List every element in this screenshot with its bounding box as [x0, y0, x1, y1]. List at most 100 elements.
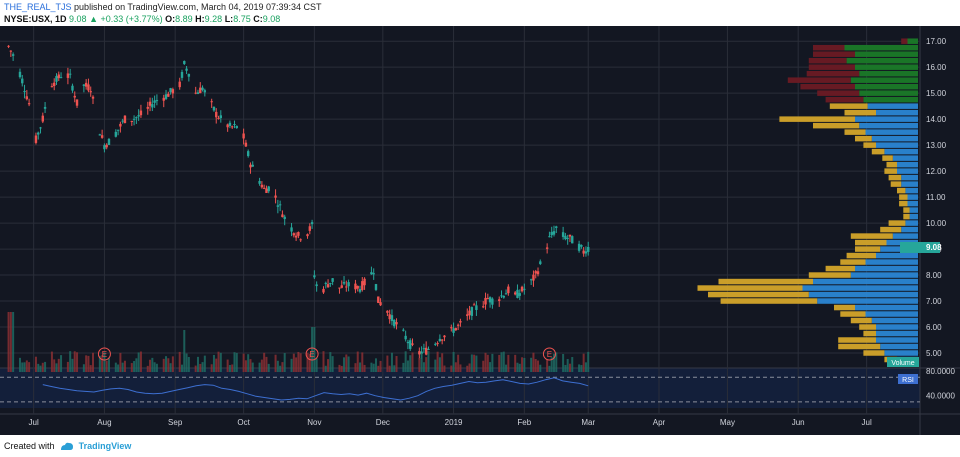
volume-profile-down-bar [708, 291, 809, 298]
volume-bar [114, 362, 117, 372]
candle-body [561, 232, 565, 237]
volume-bar [457, 354, 460, 372]
volume-bar [66, 361, 69, 372]
x-tick-label: 2019 [445, 418, 463, 427]
volume-profile-down-bar [813, 44, 845, 51]
volume-bar [212, 354, 215, 372]
volume-profile-up-bar [909, 207, 918, 213]
volume-profile-up-bar [859, 90, 918, 96]
candle-body [180, 71, 184, 78]
candle-body [539, 261, 542, 265]
candle-body [75, 99, 79, 106]
earnings-marker-icon[interactable] [542, 347, 556, 361]
volume-profile-down-bar [806, 70, 860, 77]
candle-body [577, 243, 581, 251]
volume-bar [539, 364, 542, 372]
volume-bar [260, 359, 263, 372]
volume-profile-up-bar [907, 194, 918, 200]
earnings-marker-icon[interactable] [97, 347, 111, 361]
candle-body [370, 272, 373, 275]
candle-body [87, 84, 90, 91]
candle-body [388, 314, 391, 320]
volume-bar [87, 355, 90, 372]
volume-profile-down-bar [813, 51, 855, 57]
volume-bar [537, 360, 540, 372]
candle-body [313, 275, 316, 278]
candle-body [148, 101, 152, 106]
volume-bar [37, 363, 40, 372]
candle-body [278, 204, 282, 206]
created-with-text: Created with [4, 441, 55, 451]
volume-bar [315, 358, 318, 372]
candle-body [162, 97, 165, 101]
volume-profile-down-bar [903, 213, 910, 220]
volume-bar [377, 365, 380, 372]
candle-body [53, 82, 56, 87]
rsi-tick-label: 40.0000 [926, 392, 955, 401]
volume-bar [370, 362, 373, 372]
volume-bar [92, 352, 95, 372]
candle-body [520, 286, 524, 292]
volume-bar [107, 358, 110, 372]
volume-bar [418, 357, 421, 372]
volume-bar [468, 363, 471, 372]
candle-body [246, 151, 250, 157]
candle-body [386, 310, 389, 313]
volume-profile-down-bar [897, 187, 906, 194]
volume-profile-down-bar [850, 317, 872, 324]
volume-bar [425, 357, 428, 372]
volume-bar [441, 353, 444, 372]
candle-body [249, 164, 252, 168]
volume-bar [181, 364, 184, 372]
x-tick-label: Jul [862, 418, 872, 427]
candle-body [130, 120, 133, 123]
volume-profile-up-bar [901, 174, 918, 181]
volume-profile-down-bar [840, 259, 866, 265]
candle-body [294, 235, 298, 238]
candle-body [171, 89, 175, 94]
candle-body [242, 133, 245, 139]
volume-bar [57, 358, 60, 372]
volume-bar [105, 360, 108, 372]
volume-bar [452, 351, 455, 372]
earnings-marker-icon[interactable] [305, 347, 319, 361]
volume-bar [379, 360, 382, 372]
candle-body [404, 335, 407, 340]
volume-bar [386, 355, 389, 372]
candle-body [374, 284, 378, 290]
high-label: H: [195, 14, 205, 24]
volume-bar [354, 363, 357, 372]
x-tick-label: Apr [653, 418, 666, 427]
volume-profile-up-bar [905, 220, 918, 226]
candle-body [502, 295, 505, 298]
volume-bar [130, 363, 133, 372]
candle-body [146, 106, 149, 109]
author-link[interactable]: THE_REAL_TJS [4, 2, 72, 12]
volume-bar [409, 355, 412, 372]
volume-bar [516, 362, 519, 372]
volume-bar [347, 356, 350, 372]
candle-body [91, 96, 95, 99]
volume-profile-up-bar [884, 148, 918, 155]
low-label: L: [224, 14, 234, 24]
candle-body [409, 340, 412, 349]
volume-bar [171, 356, 174, 372]
price-chart[interactable]: 17.00 16.00 15.00 14.00 13.00 12.00 11.00 10.00… [0, 26, 960, 436]
volume-profile-down-bar [834, 304, 855, 311]
candle-body [342, 282, 346, 284]
candle-body [212, 106, 216, 111]
tradingview-brand[interactable]: TradingView [78, 441, 132, 451]
volume-bar [82, 364, 85, 372]
volume-profile-down-bar [863, 350, 885, 356]
candle-body [308, 226, 312, 231]
volume-bar [279, 365, 282, 372]
candle-body [498, 299, 501, 302]
candle-body [584, 251, 588, 254]
volume-profile-up-bar [880, 343, 918, 350]
candle-body [484, 297, 487, 305]
volume-profile-up-bar [905, 187, 918, 194]
volume-bar [274, 354, 277, 372]
close-value: 9.08 [262, 14, 281, 24]
volume-bar [562, 353, 565, 372]
rsi-tick-label: 80.0000 [926, 367, 955, 376]
